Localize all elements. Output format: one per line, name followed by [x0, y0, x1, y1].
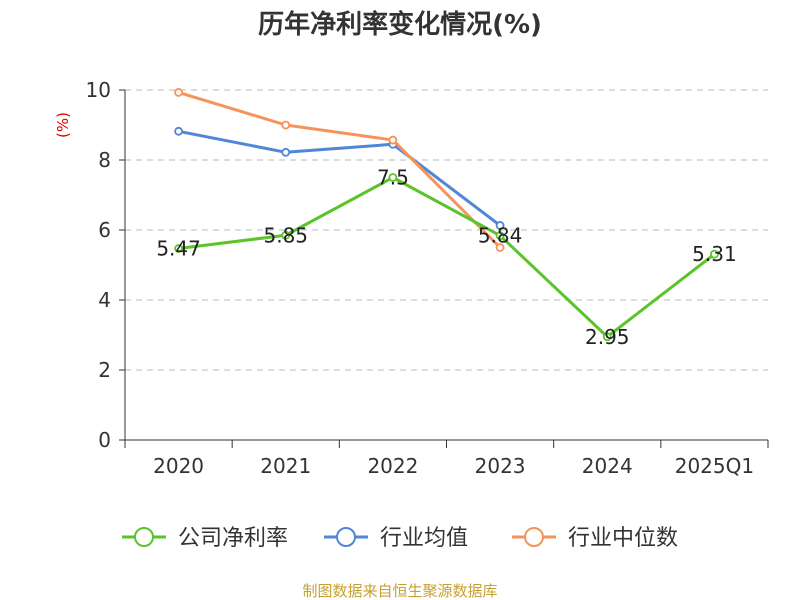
series-line: [178, 176, 716, 339]
data-point: [281, 230, 291, 240]
x-tick-label: 2020: [153, 454, 204, 478]
data-point: [495, 243, 505, 252]
y-tick-label: 4: [98, 288, 111, 312]
y-tick-label: 2: [98, 358, 111, 382]
data-label: 5.31: [692, 242, 737, 266]
y-axis-label: (%): [54, 112, 72, 138]
legend-label: 行业均值: [380, 526, 468, 551]
data-point: [710, 249, 719, 259]
data-point: [281, 120, 291, 130]
x-tick-label: 2022: [367, 454, 418, 478]
legend-label: 公司净利率: [178, 526, 288, 551]
data-point: [281, 147, 291, 157]
data-point: [602, 332, 612, 342]
y-tick-label: 8: [98, 148, 111, 172]
legend-marker: [336, 527, 356, 547]
y-tick-label: 10: [86, 78, 111, 102]
legend: 公司净利率 行业均值 行业中位数: [122, 526, 678, 551]
data-point: [495, 221, 505, 230]
x-tick-label: 2023: [475, 454, 526, 478]
data-point: [388, 135, 398, 145]
data-point: [174, 88, 183, 97]
data-label: 2.95: [585, 325, 630, 349]
series-line: [178, 129, 501, 227]
legend-label: 行业中位数: [568, 526, 678, 551]
legend-marker: [134, 527, 154, 547]
y-tick-label: 6: [98, 218, 111, 242]
data-label: 5.85: [263, 223, 308, 247]
data-label: 5.47: [156, 237, 201, 261]
data-point: [495, 231, 505, 241]
series-line: [178, 91, 502, 249]
data-point: [174, 126, 183, 136]
chart-title: 历年净利率变化情况(%): [258, 9, 542, 40]
axes: 0 2 4 6 8 10 2020 2021 2022 2023 2024 2025Q1: [86, 78, 769, 478]
y-tick-label: 0: [98, 428, 111, 452]
x-tick-label: 2025Q1: [675, 454, 754, 478]
data-labels: 5.47 5.85 7.5 5.84 2.95 5.31: [156, 166, 736, 349]
grid-lines: [125, 89, 768, 371]
series-lines: [174, 88, 719, 342]
x-tick-label: 2024: [582, 454, 633, 478]
data-label: 5.84: [478, 224, 523, 248]
source-note: 制图数据来自恒生聚源数据库: [302, 582, 497, 600]
x-tick-label: 2021: [260, 454, 311, 478]
data-point: [174, 244, 183, 253]
data-label: 7.5: [377, 166, 409, 190]
legend-marker: [524, 527, 544, 547]
data-point: [388, 173, 398, 182]
